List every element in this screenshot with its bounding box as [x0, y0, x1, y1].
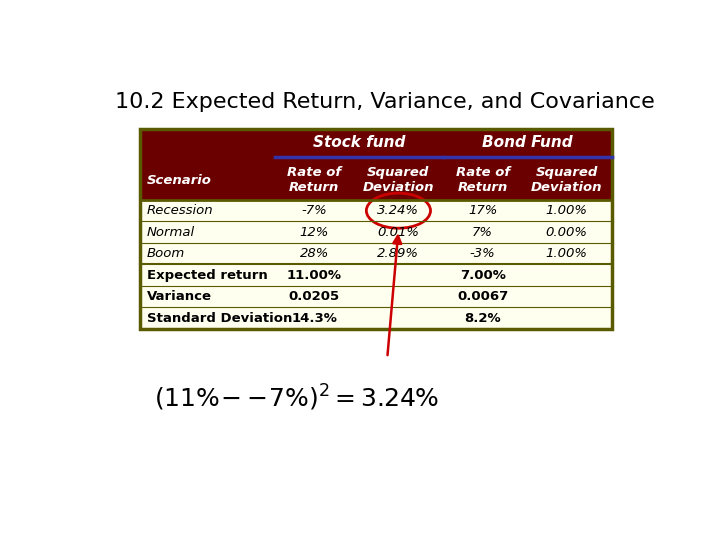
Bar: [140, 286, 612, 307]
Text: 0.0205: 0.0205: [289, 290, 340, 303]
Text: Expected return: Expected return: [147, 268, 268, 282]
Text: 0.0067: 0.0067: [457, 290, 508, 303]
Bar: [140, 243, 612, 265]
Text: Recession: Recession: [147, 204, 214, 217]
Text: Scenario: Scenario: [147, 174, 212, 187]
Text: 11.00%: 11.00%: [287, 268, 342, 282]
Bar: [140, 129, 612, 329]
Bar: [140, 129, 612, 160]
Text: Variance: Variance: [147, 290, 212, 303]
Bar: [140, 160, 612, 200]
Text: 2.89%: 2.89%: [377, 247, 420, 260]
Bar: [140, 307, 612, 329]
Text: 7.00%: 7.00%: [459, 268, 505, 282]
Text: 12%: 12%: [300, 226, 329, 239]
Text: 1.00%: 1.00%: [546, 204, 588, 217]
Text: Normal: Normal: [147, 226, 195, 239]
Text: Stock fund: Stock fund: [313, 135, 405, 150]
Text: 3.24%: 3.24%: [377, 204, 420, 217]
Bar: [140, 200, 612, 221]
Text: 14.3%: 14.3%: [292, 312, 337, 325]
Text: Bond Fund: Bond Fund: [482, 135, 573, 150]
Text: 1.00%: 1.00%: [546, 247, 588, 260]
Text: Standard Deviation: Standard Deviation: [147, 312, 292, 325]
Bar: [140, 221, 612, 243]
Text: 10.2 Expected Return, Variance, and Covariance: 10.2 Expected Return, Variance, and Cova…: [115, 92, 655, 112]
Text: 17%: 17%: [468, 204, 498, 217]
Text: -7%: -7%: [302, 204, 327, 217]
Text: Squared
Deviation: Squared Deviation: [531, 166, 603, 194]
Text: 7%: 7%: [472, 226, 493, 239]
Text: 28%: 28%: [300, 247, 329, 260]
Text: 0.00%: 0.00%: [546, 226, 588, 239]
Text: Squared
Deviation: Squared Deviation: [363, 166, 434, 194]
Text: Rate of
Return: Rate of Return: [456, 166, 510, 194]
Text: -3%: -3%: [469, 247, 495, 260]
Text: Boom: Boom: [147, 247, 185, 260]
Text: 0.01%: 0.01%: [377, 226, 420, 239]
Text: $(11\%\!-\!-\!7\%)^2 = 3.24\%$: $(11\%\!-\!-\!7\%)^2 = 3.24\%$: [154, 382, 439, 413]
Bar: [140, 265, 612, 286]
Text: 8.2%: 8.2%: [464, 312, 501, 325]
Text: Rate of
Return: Rate of Return: [287, 166, 341, 194]
